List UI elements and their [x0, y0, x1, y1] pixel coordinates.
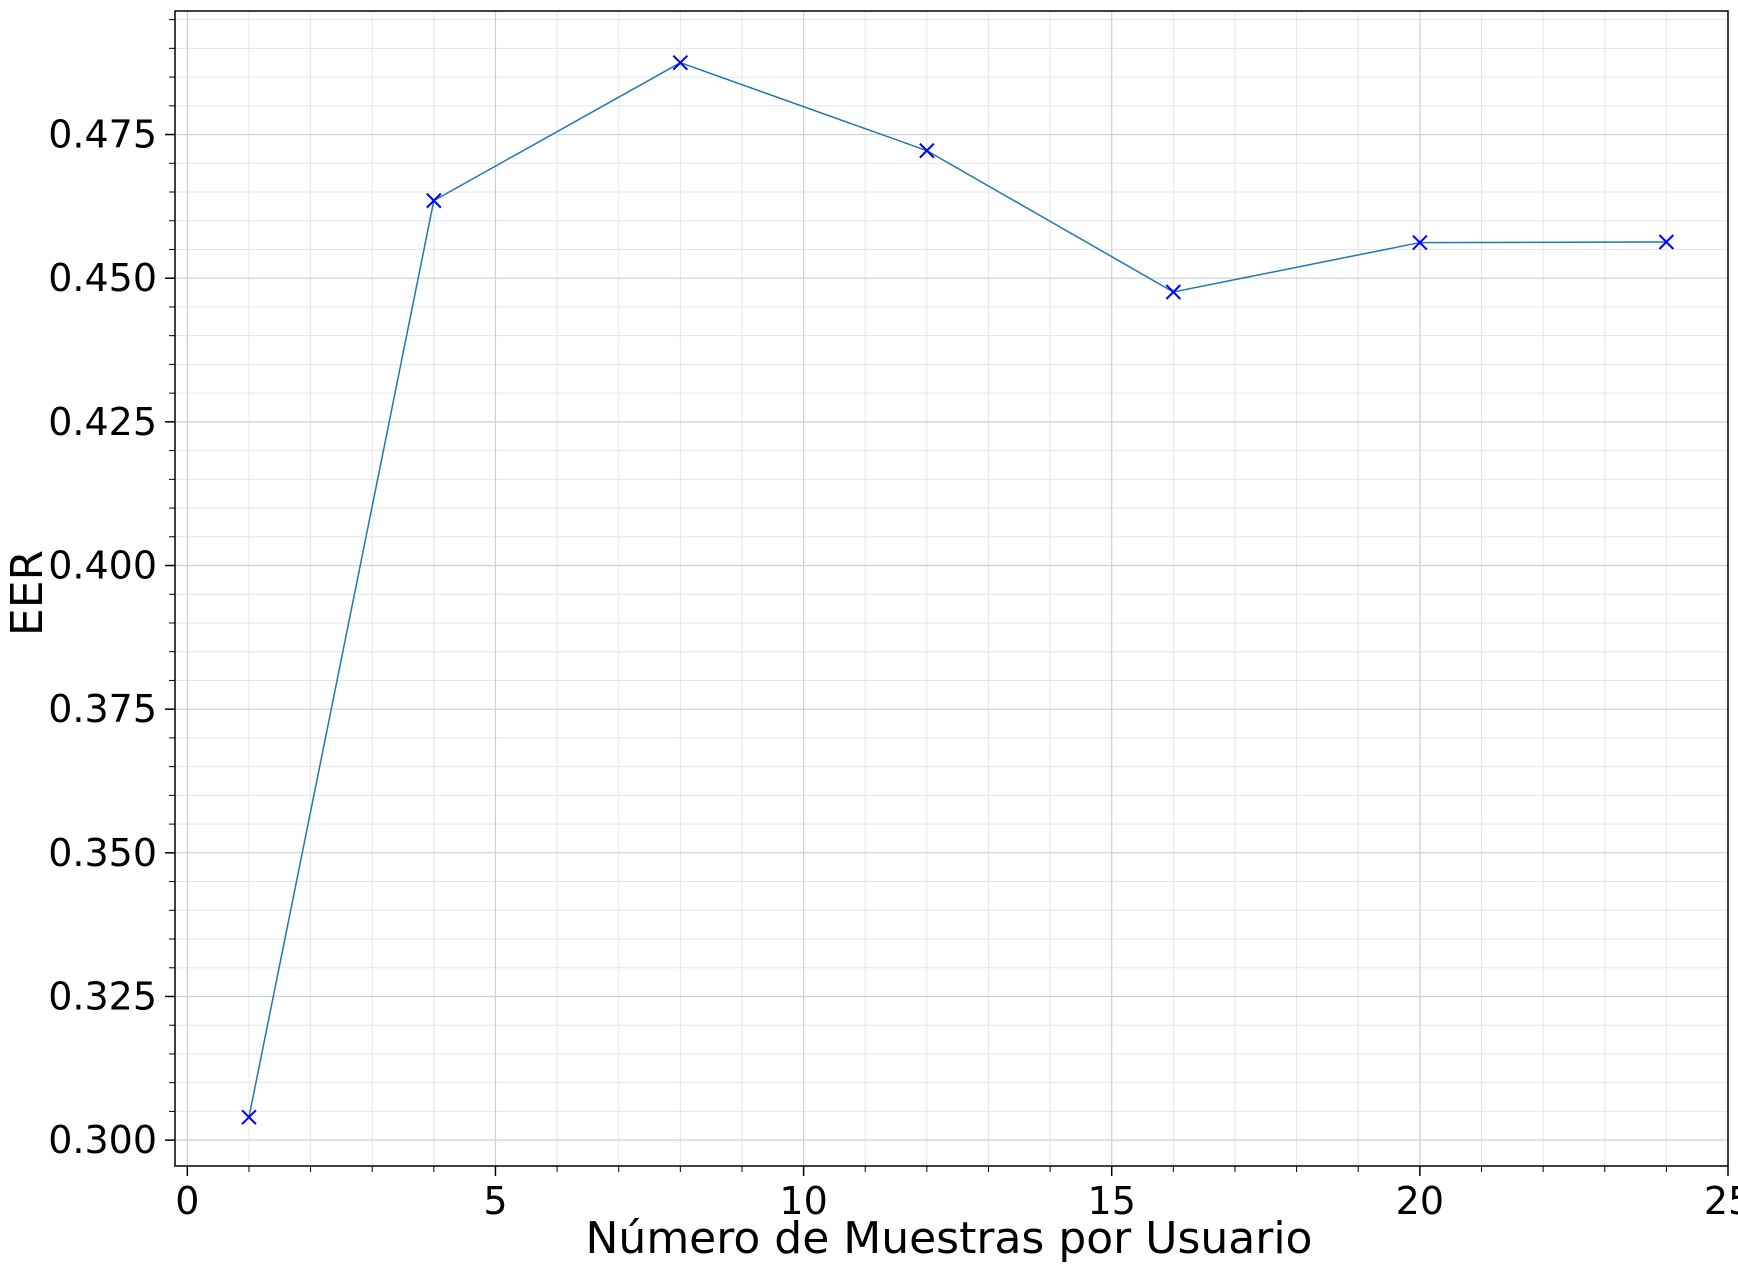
- marker-stroke: [1165, 284, 1182, 300]
- x-axis-label: Número de Muestras por Usuario: [586, 1213, 1313, 1264]
- marker-stroke: [672, 55, 689, 71]
- axis-ticks: [165, 19, 1729, 1176]
- data-point-marker: [1412, 234, 1428, 251]
- marker-stroke: [241, 1109, 257, 1125]
- y-axis-label: EER: [2, 550, 53, 636]
- y-tick-label: 0.475: [48, 113, 157, 157]
- x-tick-label: 20: [1396, 1179, 1444, 1223]
- y-tick-label: 0.400: [48, 544, 157, 588]
- data-point-marker: [672, 55, 689, 71]
- x-tick-label: 10: [779, 1179, 827, 1223]
- y-tick-label: 0.325: [48, 974, 157, 1018]
- tick-labels: 0 5 10 15 20 25 0.300 0.325 0.350 0.375 0.400 0.425…: [48, 113, 1738, 1223]
- data-point-marker: [1658, 234, 1675, 250]
- plot-area-border: [174, 10, 1729, 1167]
- data-point-marker: [1165, 284, 1182, 300]
- marker-stroke: [1412, 234, 1428, 251]
- data-point-marker: [241, 1109, 257, 1125]
- axes-frame: [174, 10, 1729, 1167]
- minor-grid: [175, 11, 1728, 1166]
- series-layer: [241, 55, 1675, 1125]
- y-tick-label: 0.300: [48, 1118, 157, 1162]
- data-point-marker: [426, 192, 442, 209]
- y-tick-label: 0.450: [48, 256, 157, 300]
- x-tick-label: 15: [1088, 1179, 1136, 1223]
- data-point-marker: [919, 142, 935, 159]
- y-tick-label: 0.350: [48, 831, 157, 875]
- y-tick-label: 0.375: [48, 687, 157, 731]
- x-tick-label: 0: [175, 1179, 199, 1223]
- marker-stroke: [1658, 234, 1675, 250]
- x-tick-label: 5: [483, 1179, 507, 1223]
- y-tick-label: 0.425: [48, 400, 157, 444]
- marker-stroke: [426, 192, 442, 209]
- major-grid: [175, 11, 1729, 1166]
- x-tick-label: 25: [1704, 1179, 1738, 1223]
- marker-stroke: [919, 142, 935, 159]
